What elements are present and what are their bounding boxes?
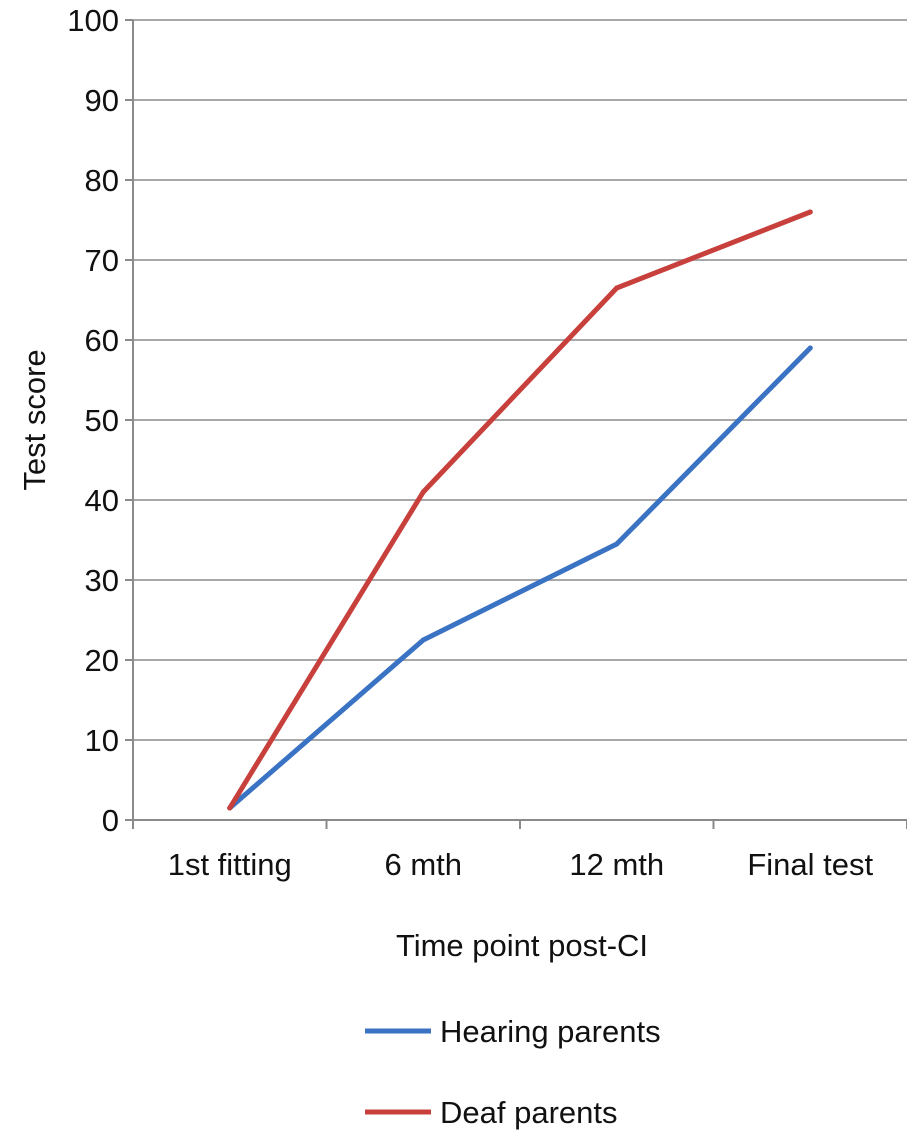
x-tick-label: 1st fitting: [168, 847, 292, 882]
data-point: [614, 541, 620, 547]
y-axis-title: Test score: [17, 349, 52, 490]
y-tick-label: 40: [85, 483, 119, 518]
axes: [132, 20, 907, 829]
x-axis-title: Time point post-CI: [396, 928, 648, 963]
y-tick-label: 50: [85, 403, 119, 438]
legend-label: Deaf parents: [440, 1095, 618, 1130]
y-tick-label: 100: [67, 3, 119, 38]
y-tick-label: 80: [85, 163, 119, 198]
y-tick-label: 60: [85, 323, 119, 358]
data-point: [420, 637, 426, 643]
data-point: [420, 489, 426, 495]
x-tick-labels: 1st fitting 6 mth 12 mth Final test: [168, 847, 874, 882]
x-tick-label: Final test: [747, 847, 873, 882]
legend: Hearing parents Deaf parents: [365, 1014, 661, 1130]
data-point: [227, 805, 233, 811]
legend-label: Hearing parents: [440, 1014, 661, 1049]
y-tick-label: 30: [85, 563, 119, 598]
series-line-1: [227, 209, 813, 811]
data-point: [807, 345, 813, 351]
gridlines: [125, 19, 907, 821]
y-tick-label: 90: [85, 83, 119, 118]
y-tick-label: 20: [85, 643, 119, 678]
x-tick-label: 12 mth: [569, 847, 664, 882]
y-tick-label: 10: [85, 723, 119, 758]
series-lines: [227, 209, 813, 811]
x-tick-label: 6 mth: [384, 847, 462, 882]
y-tick-label: 0: [102, 803, 119, 838]
y-tick-label: 70: [85, 243, 119, 278]
y-tick-labels: 0 10 20 30 40 50 60 70 80 90 100: [67, 3, 119, 838]
series-line-0: [227, 345, 813, 811]
data-point: [807, 209, 813, 215]
data-point: [614, 285, 620, 291]
